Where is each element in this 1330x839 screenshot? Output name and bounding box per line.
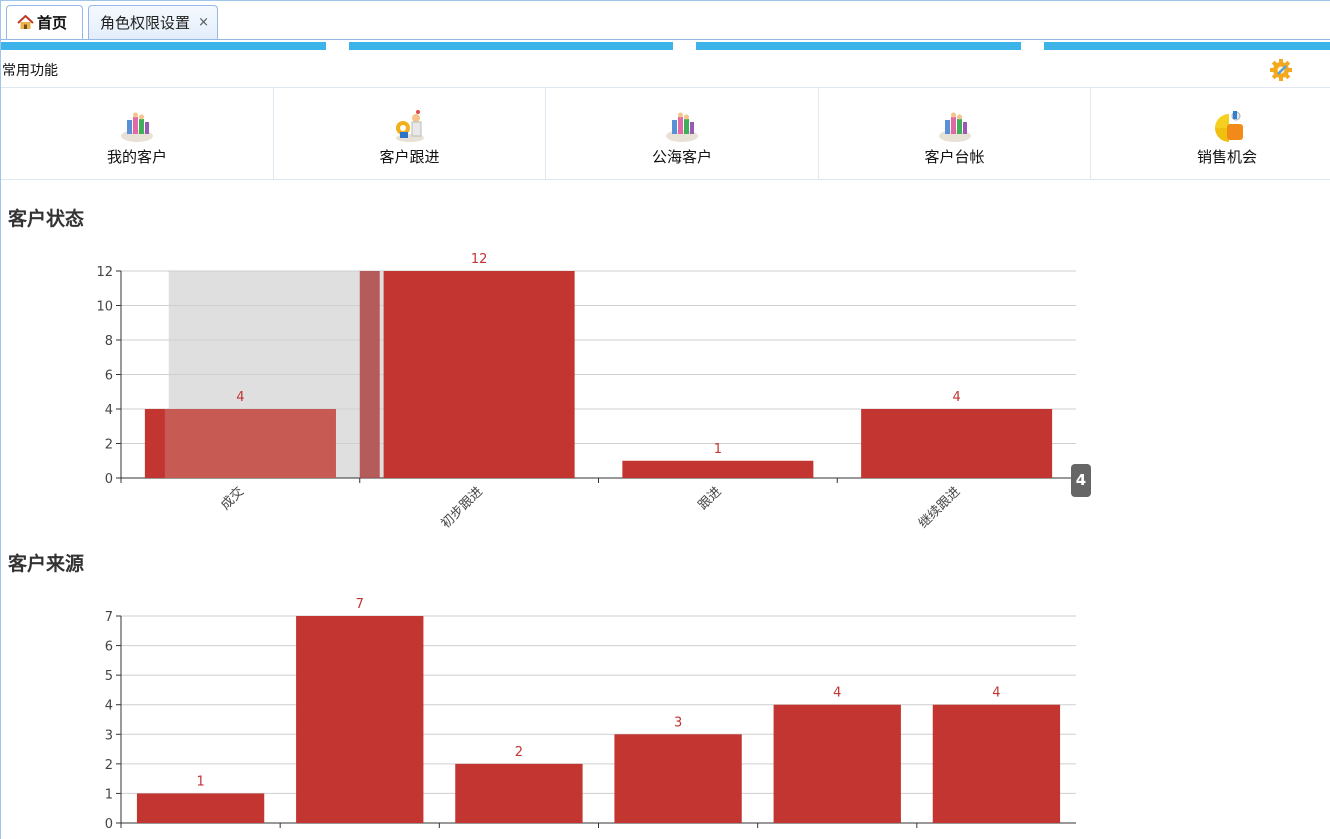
bar (455, 763, 583, 823)
header-stripe (1044, 42, 1330, 50)
y-tick-label: 0 (105, 472, 113, 487)
bar (773, 704, 901, 823)
section-title-source: 客户来源 (8, 553, 85, 575)
public-customers-icon (664, 108, 700, 144)
tab-underline (1, 39, 1330, 40)
tab-bar: 首页 角色权限设置 × (1, 1, 1330, 40)
x-category-label: 成交 (217, 484, 247, 514)
y-tick-label: 4 (105, 699, 113, 714)
tab-home-label: 首页 (37, 14, 68, 32)
y-tick-label: 6 (105, 640, 113, 655)
bar (296, 616, 424, 823)
bar (136, 793, 265, 823)
func-label: 销售机会 (1196, 148, 1257, 166)
common-functions-title: 常用功能 (2, 63, 58, 79)
func-my-customers[interactable]: 我的客户 (1, 88, 274, 179)
bar-value-label: 12 (471, 252, 488, 267)
func-public-customers[interactable]: 公海客户 (546, 88, 819, 179)
tab-role-permissions-label: 角色权限设置 (100, 14, 191, 32)
x-category-label: 跟进 (696, 484, 725, 513)
y-tick-label: 5 (105, 669, 113, 684)
bar-value-label: 4 (992, 686, 1000, 701)
bar-value-label: 4 (833, 686, 841, 701)
func-label: 客户台帐 (924, 148, 985, 166)
customer-status-chart: 0 2 4 6 8 10 12 4 成交 12 初步跟进 1 跟进 4 继续跟进 (96, 252, 1076, 532)
window-top-border (0, 0, 1330, 1)
y-tick-label: 4 (105, 403, 113, 418)
bar-value-label: 3 (674, 715, 682, 730)
bar (614, 734, 742, 823)
bar-value-label: 7 (356, 597, 364, 612)
bar (383, 271, 575, 478)
func-customer-ledger[interactable]: 客户台帐 (819, 88, 1091, 179)
y-tick-label: 12 (96, 265, 113, 280)
y-tick-label: 8 (105, 334, 113, 349)
chart-tooltip: 4 (1071, 464, 1091, 497)
func-label: 公海客户 (651, 148, 712, 166)
bar-hover-edge (359, 271, 380, 478)
bar-value-label: 4 (236, 390, 244, 405)
window-left-border (0, 0, 1, 839)
customers-icon (119, 108, 155, 144)
bar (622, 460, 814, 478)
common-functions-row: 我的客户 客户跟进 (1, 87, 1330, 180)
bar-hover-overlay (164, 409, 336, 478)
func-customer-followup[interactable]: 客户跟进 (274, 88, 546, 179)
bar (932, 704, 1061, 823)
y-tick-label: 1 (105, 787, 113, 802)
y-tick-label: 2 (105, 438, 113, 453)
y-tick-label: 10 (96, 300, 113, 315)
y-tick-label: 2 (105, 758, 113, 773)
y-tick-label: 6 (105, 369, 113, 384)
func-label: 我的客户 (106, 148, 167, 166)
gear-icon[interactable] (1270, 59, 1292, 81)
y-tick-label: 0 (105, 817, 113, 832)
func-label: 客户跟进 (379, 148, 440, 166)
header-stripe (696, 42, 1021, 50)
sales-opportunity-icon (1211, 108, 1247, 144)
func-sales-opportunity[interactable]: 销售机会 (1091, 88, 1330, 179)
y-tick-label: 3 (105, 728, 113, 743)
bar-value-label: 2 (515, 745, 523, 760)
header-stripe (349, 42, 673, 50)
tab-role-permissions[interactable]: 角色权限设置 × (88, 5, 218, 39)
y-tick-label: 7 (105, 610, 113, 625)
x-category-label: 继续跟进 (916, 484, 963, 531)
bar-value-label: 1 (196, 774, 204, 789)
x-category-label: 初步跟进 (439, 484, 486, 531)
section-title-status: 客户状态 (8, 208, 85, 230)
bar (861, 409, 1053, 478)
ledger-icon (937, 108, 973, 144)
customer-source-chart: 0 1 2 3 4 5 6 7 1 7 2 3 4 4 (105, 597, 1076, 832)
header-stripe (1, 42, 326, 50)
home-icon (17, 8, 34, 42)
tab-close-icon[interactable]: × (198, 15, 209, 30)
bar-value-label: 1 (714, 442, 722, 457)
followup-icon (392, 108, 428, 144)
tab-home[interactable]: 首页 (6, 5, 83, 39)
bar-value-label: 4 (952, 390, 960, 405)
